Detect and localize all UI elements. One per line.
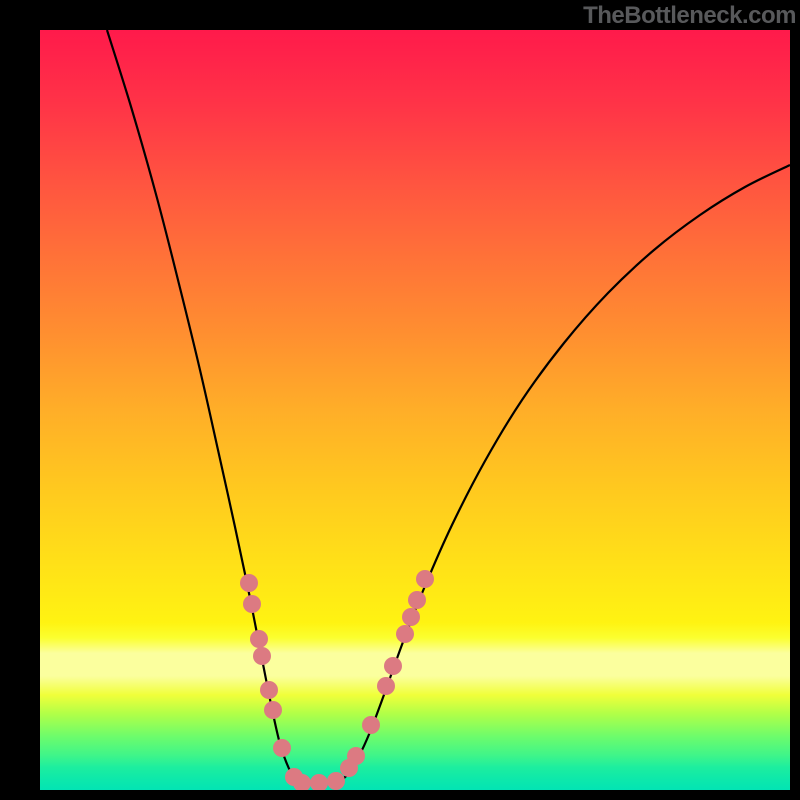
data-marker [416, 570, 434, 588]
data-marker [260, 681, 278, 699]
data-marker [377, 677, 395, 695]
data-marker [240, 574, 258, 592]
data-marker [273, 739, 291, 757]
data-marker [402, 608, 420, 626]
data-marker [264, 701, 282, 719]
chart-root: TheBottleneck.com [0, 0, 800, 800]
marker-group [240, 570, 434, 790]
data-marker [243, 595, 261, 613]
data-marker [347, 747, 365, 765]
data-marker [310, 774, 328, 790]
data-marker [362, 716, 380, 734]
data-marker [253, 647, 271, 665]
curve-layer [40, 30, 790, 790]
plot-area [40, 30, 790, 790]
curve-right-branch [337, 165, 790, 783]
curve-left-branch [107, 30, 300, 783]
data-marker [408, 591, 426, 609]
data-marker [384, 657, 402, 675]
data-marker [250, 630, 268, 648]
data-marker [327, 772, 345, 790]
data-marker [396, 625, 414, 643]
watermark-text: TheBottleneck.com [583, 2, 796, 30]
